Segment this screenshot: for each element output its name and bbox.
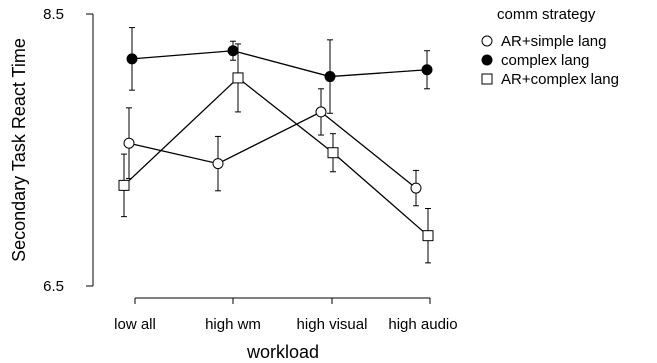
data-point-complex-lang xyxy=(421,64,433,76)
x-axis: low all high wm high visual high audio w… xyxy=(114,297,458,362)
data-point-ar-simple-lang xyxy=(212,158,224,170)
y-tick-label-top: 8.5 xyxy=(43,6,64,23)
x-axis-title: workload xyxy=(246,342,319,362)
x-tick-label-low-all: low all xyxy=(114,316,156,333)
data-point-complex-lang xyxy=(227,45,239,57)
data-point-ar-simple-lang xyxy=(410,182,422,194)
series-line-ar-simple-lang xyxy=(128,111,417,189)
legend: comm strategy AR+simple lang complex lan… xyxy=(481,6,619,88)
series-line-complex-lang xyxy=(131,50,428,78)
legend-label-complex-lang: complex lang xyxy=(501,52,589,69)
y-axis: 8.5 6.5 Secondary Task React Time xyxy=(9,6,94,295)
data-point-ar-simple-lang xyxy=(315,106,327,118)
data-point-ar-complex-lang xyxy=(422,230,434,242)
legend-marker-ar-complex-lang xyxy=(481,73,493,85)
data-point-ar-complex-lang xyxy=(118,179,130,191)
y-tick-label-bottom: 6.5 xyxy=(43,278,64,295)
x-tick-label-high-audio: high audio xyxy=(388,316,457,333)
legend-label-ar-complex-lang: AR+complex lang xyxy=(501,71,619,88)
data-point-ar-complex-lang xyxy=(232,72,244,84)
legend-title: comm strategy xyxy=(497,6,596,23)
legend-marker-complex-lang xyxy=(481,54,493,66)
data-point-ar-simple-lang xyxy=(123,137,135,149)
plot-area xyxy=(118,27,434,264)
legend-marker-ar-simple-lang xyxy=(481,35,493,47)
y-axis-title: Secondary Task React Time xyxy=(9,38,29,262)
data-point-complex-lang xyxy=(126,53,138,65)
data-point-ar-complex-lang xyxy=(327,147,339,159)
legend-label-ar-simple-lang: AR+simple lang xyxy=(501,33,606,50)
series-line-ar-complex-lang xyxy=(123,77,429,237)
x-tick-label-high-visual: high visual xyxy=(297,316,368,333)
data-point-complex-lang xyxy=(324,71,336,83)
x-tick-label-high-wm: high wm xyxy=(205,316,261,333)
